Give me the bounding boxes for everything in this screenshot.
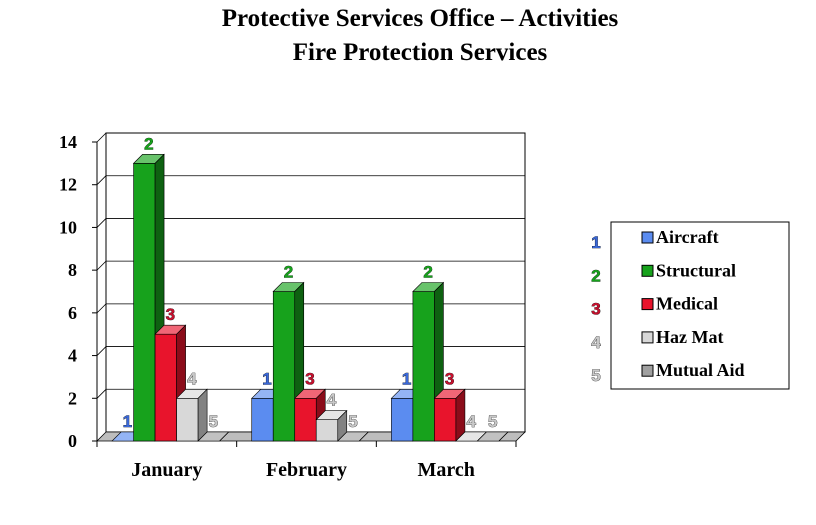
legend-label: Aircraft <box>656 227 719 247</box>
bar <box>175 388 208 442</box>
bar-front <box>315 419 339 442</box>
bar-front <box>272 291 296 442</box>
data-label: 5 <box>488 412 497 431</box>
legend-swatch <box>641 298 654 311</box>
legend-label: Haz Mat <box>656 327 723 347</box>
data-label: 3 <box>445 369 454 388</box>
bar-front <box>133 163 156 442</box>
bar-front <box>391 397 414 442</box>
data-label: 1 <box>123 412 132 431</box>
bar <box>315 409 348 442</box>
y-tick-label: 8 <box>68 260 77 280</box>
legend-marker: 1 <box>591 233 600 252</box>
data-label: 3 <box>166 305 175 324</box>
legend-marker: 5 <box>591 366 600 385</box>
x-tick-label: February <box>266 459 347 481</box>
gridline-diagonal <box>96 303 107 314</box>
gridline-diagonal <box>96 346 107 356</box>
bar-front <box>251 397 274 442</box>
chart-title-line-1: Protective Services Office – Activities <box>221 5 619 32</box>
bar-front <box>412 291 435 442</box>
bar-side <box>219 431 229 442</box>
y-tick-label: 12 <box>59 175 77 195</box>
y-tick-label: 4 <box>68 346 77 366</box>
data-label: 4 <box>466 412 476 431</box>
y-tick-label: 14 <box>59 132 77 152</box>
legend-marker: 2 <box>591 266 600 285</box>
y-tick-label: 0 <box>68 431 77 451</box>
gridline-diagonal <box>96 260 107 271</box>
bar <box>337 431 369 442</box>
legend-swatch <box>641 331 654 344</box>
data-label: 5 <box>348 412 357 431</box>
chart-title: Protective Services Office – Activities … <box>0 2 816 70</box>
gridline-diagonal <box>96 389 107 399</box>
data-label: 2 <box>144 134 153 153</box>
bar-side <box>498 431 509 442</box>
x-tick-label: March <box>417 459 474 481</box>
chart-title-line-2: Fire Protection Services <box>292 39 548 66</box>
x-tick-label: January <box>131 459 202 481</box>
legend-box <box>610 221 790 390</box>
legend-label: Medical <box>656 294 718 314</box>
data-label: 3 <box>305 369 314 388</box>
y-tick-label: 6 <box>68 303 77 323</box>
bar <box>433 388 466 442</box>
gridline-diagonal <box>96 218 107 228</box>
y-tick-label: 10 <box>59 217 77 237</box>
bar-front <box>176 397 199 442</box>
data-label: 2 <box>423 263 432 282</box>
bar-front <box>154 333 177 442</box>
legend-swatch <box>641 264 654 277</box>
data-label: 1 <box>262 369 271 388</box>
data-label: 2 <box>284 263 293 282</box>
legend-label: Mutual Aid <box>656 360 745 380</box>
data-label: 1 <box>402 369 411 388</box>
bar <box>476 431 509 442</box>
y-tick-label: 2 <box>68 388 77 408</box>
bar <box>197 431 230 442</box>
gridline-diagonal <box>96 175 107 185</box>
data-label: 4 <box>327 391 337 410</box>
bar-front <box>434 397 457 442</box>
data-label: 4 <box>187 369 197 388</box>
gridline-diagonal <box>96 132 107 143</box>
legend-marker: 3 <box>591 300 600 319</box>
legend-swatch <box>641 231 654 244</box>
bar-front <box>294 397 317 442</box>
legend-marker: 4 <box>591 333 601 352</box>
legend-swatch <box>641 364 654 377</box>
bar-side <box>359 431 369 442</box>
data-label: 5 <box>209 412 218 431</box>
legend-label: Structural <box>656 260 736 280</box>
